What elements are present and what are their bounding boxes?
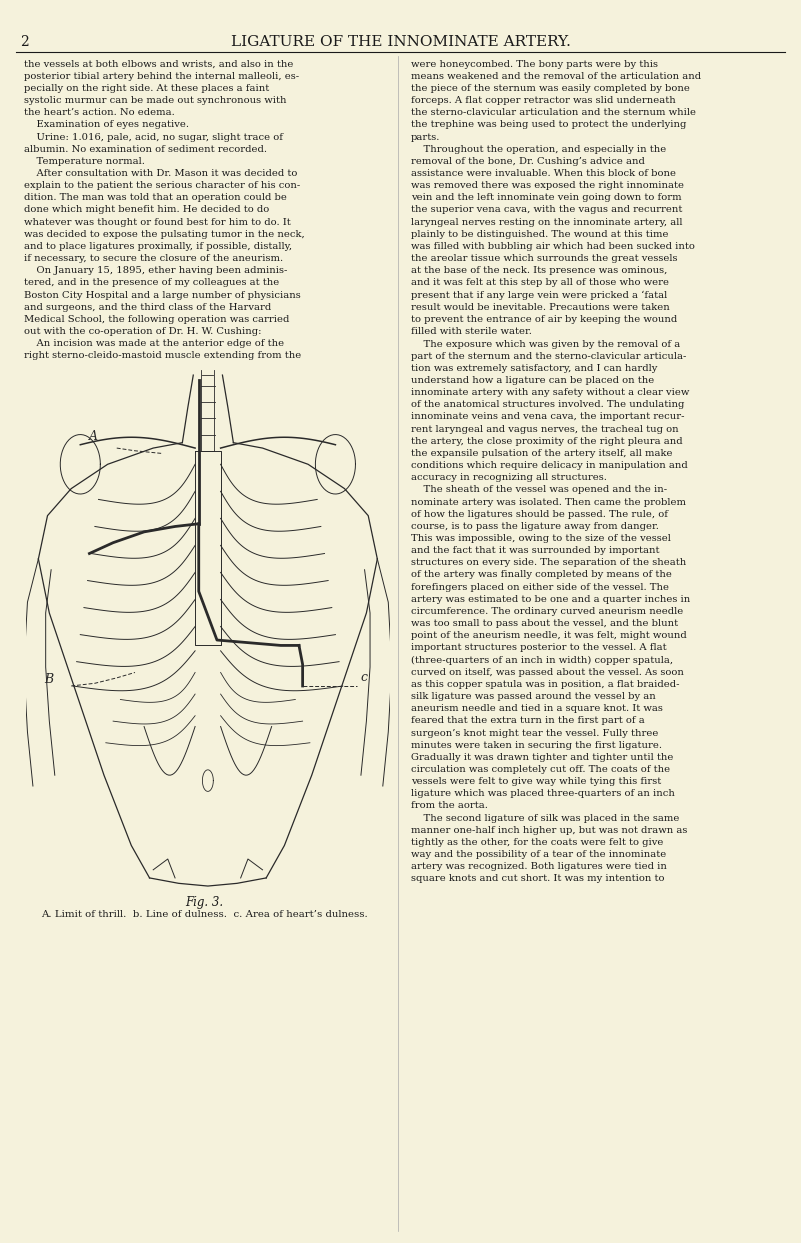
Text: A. Limit of thrill.  b. Line of dulness.  c. Area of heart’s dulness.: A. Limit of thrill. b. Line of dulness. … (41, 910, 368, 919)
Text: were honeycombed. The bony parts were by this
means weakened and the removal of : were honeycombed. The bony parts were by… (411, 60, 701, 884)
Text: A: A (90, 430, 99, 443)
Text: 2: 2 (20, 35, 29, 48)
Text: Fig. 3.: Fig. 3. (185, 896, 223, 909)
Text: c: c (361, 670, 368, 684)
Text: B: B (44, 674, 53, 686)
Text: the vessels at both elbows and wrists, and also in the
posterior tibial artery b: the vessels at both elbows and wrists, a… (24, 60, 304, 360)
Text: LIGATURE OF THE INNOMINATE ARTERY.: LIGATURE OF THE INNOMINATE ARTERY. (231, 35, 570, 48)
